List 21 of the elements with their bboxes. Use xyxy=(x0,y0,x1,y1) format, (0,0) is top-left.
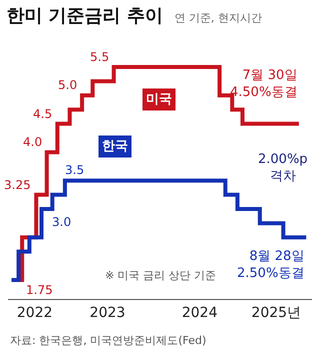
annotation: ※ 미국 금리 상단 기준 xyxy=(105,269,216,282)
data-label: 4.0 xyxy=(23,135,42,149)
data-label: 3.25 xyxy=(4,178,31,192)
data-label: 5.0 xyxy=(58,78,78,92)
data-label: 1.75 xyxy=(26,283,53,297)
series-label: 미국 xyxy=(146,92,172,107)
data-label: 3.0 xyxy=(52,215,72,229)
annotation: 2.00%p 격차 xyxy=(258,152,308,184)
x-tick-label: 2024 xyxy=(182,304,218,321)
x-tick-label: 2022 xyxy=(16,304,53,321)
x-tick-label: 2025년 xyxy=(251,304,302,321)
annotation: 8월 28일 2.50%동결 xyxy=(237,249,304,281)
chart-subtitle: 연 기준, 현지시간 xyxy=(174,11,262,24)
annotation: 7월 30일 4.50%동결 xyxy=(230,68,298,100)
data-label: 3.5 xyxy=(65,163,84,177)
text: 한국 xyxy=(102,139,128,154)
data-label: 5.5 xyxy=(90,50,110,64)
chart-title: 한미 기준금리 추이 xyxy=(6,5,163,26)
text: 자료: 한국은행, 미국연방준비제도(Fed) xyxy=(10,334,206,347)
data-label: 4.5 xyxy=(33,107,52,121)
x-tick-label: 2023 xyxy=(90,304,126,321)
